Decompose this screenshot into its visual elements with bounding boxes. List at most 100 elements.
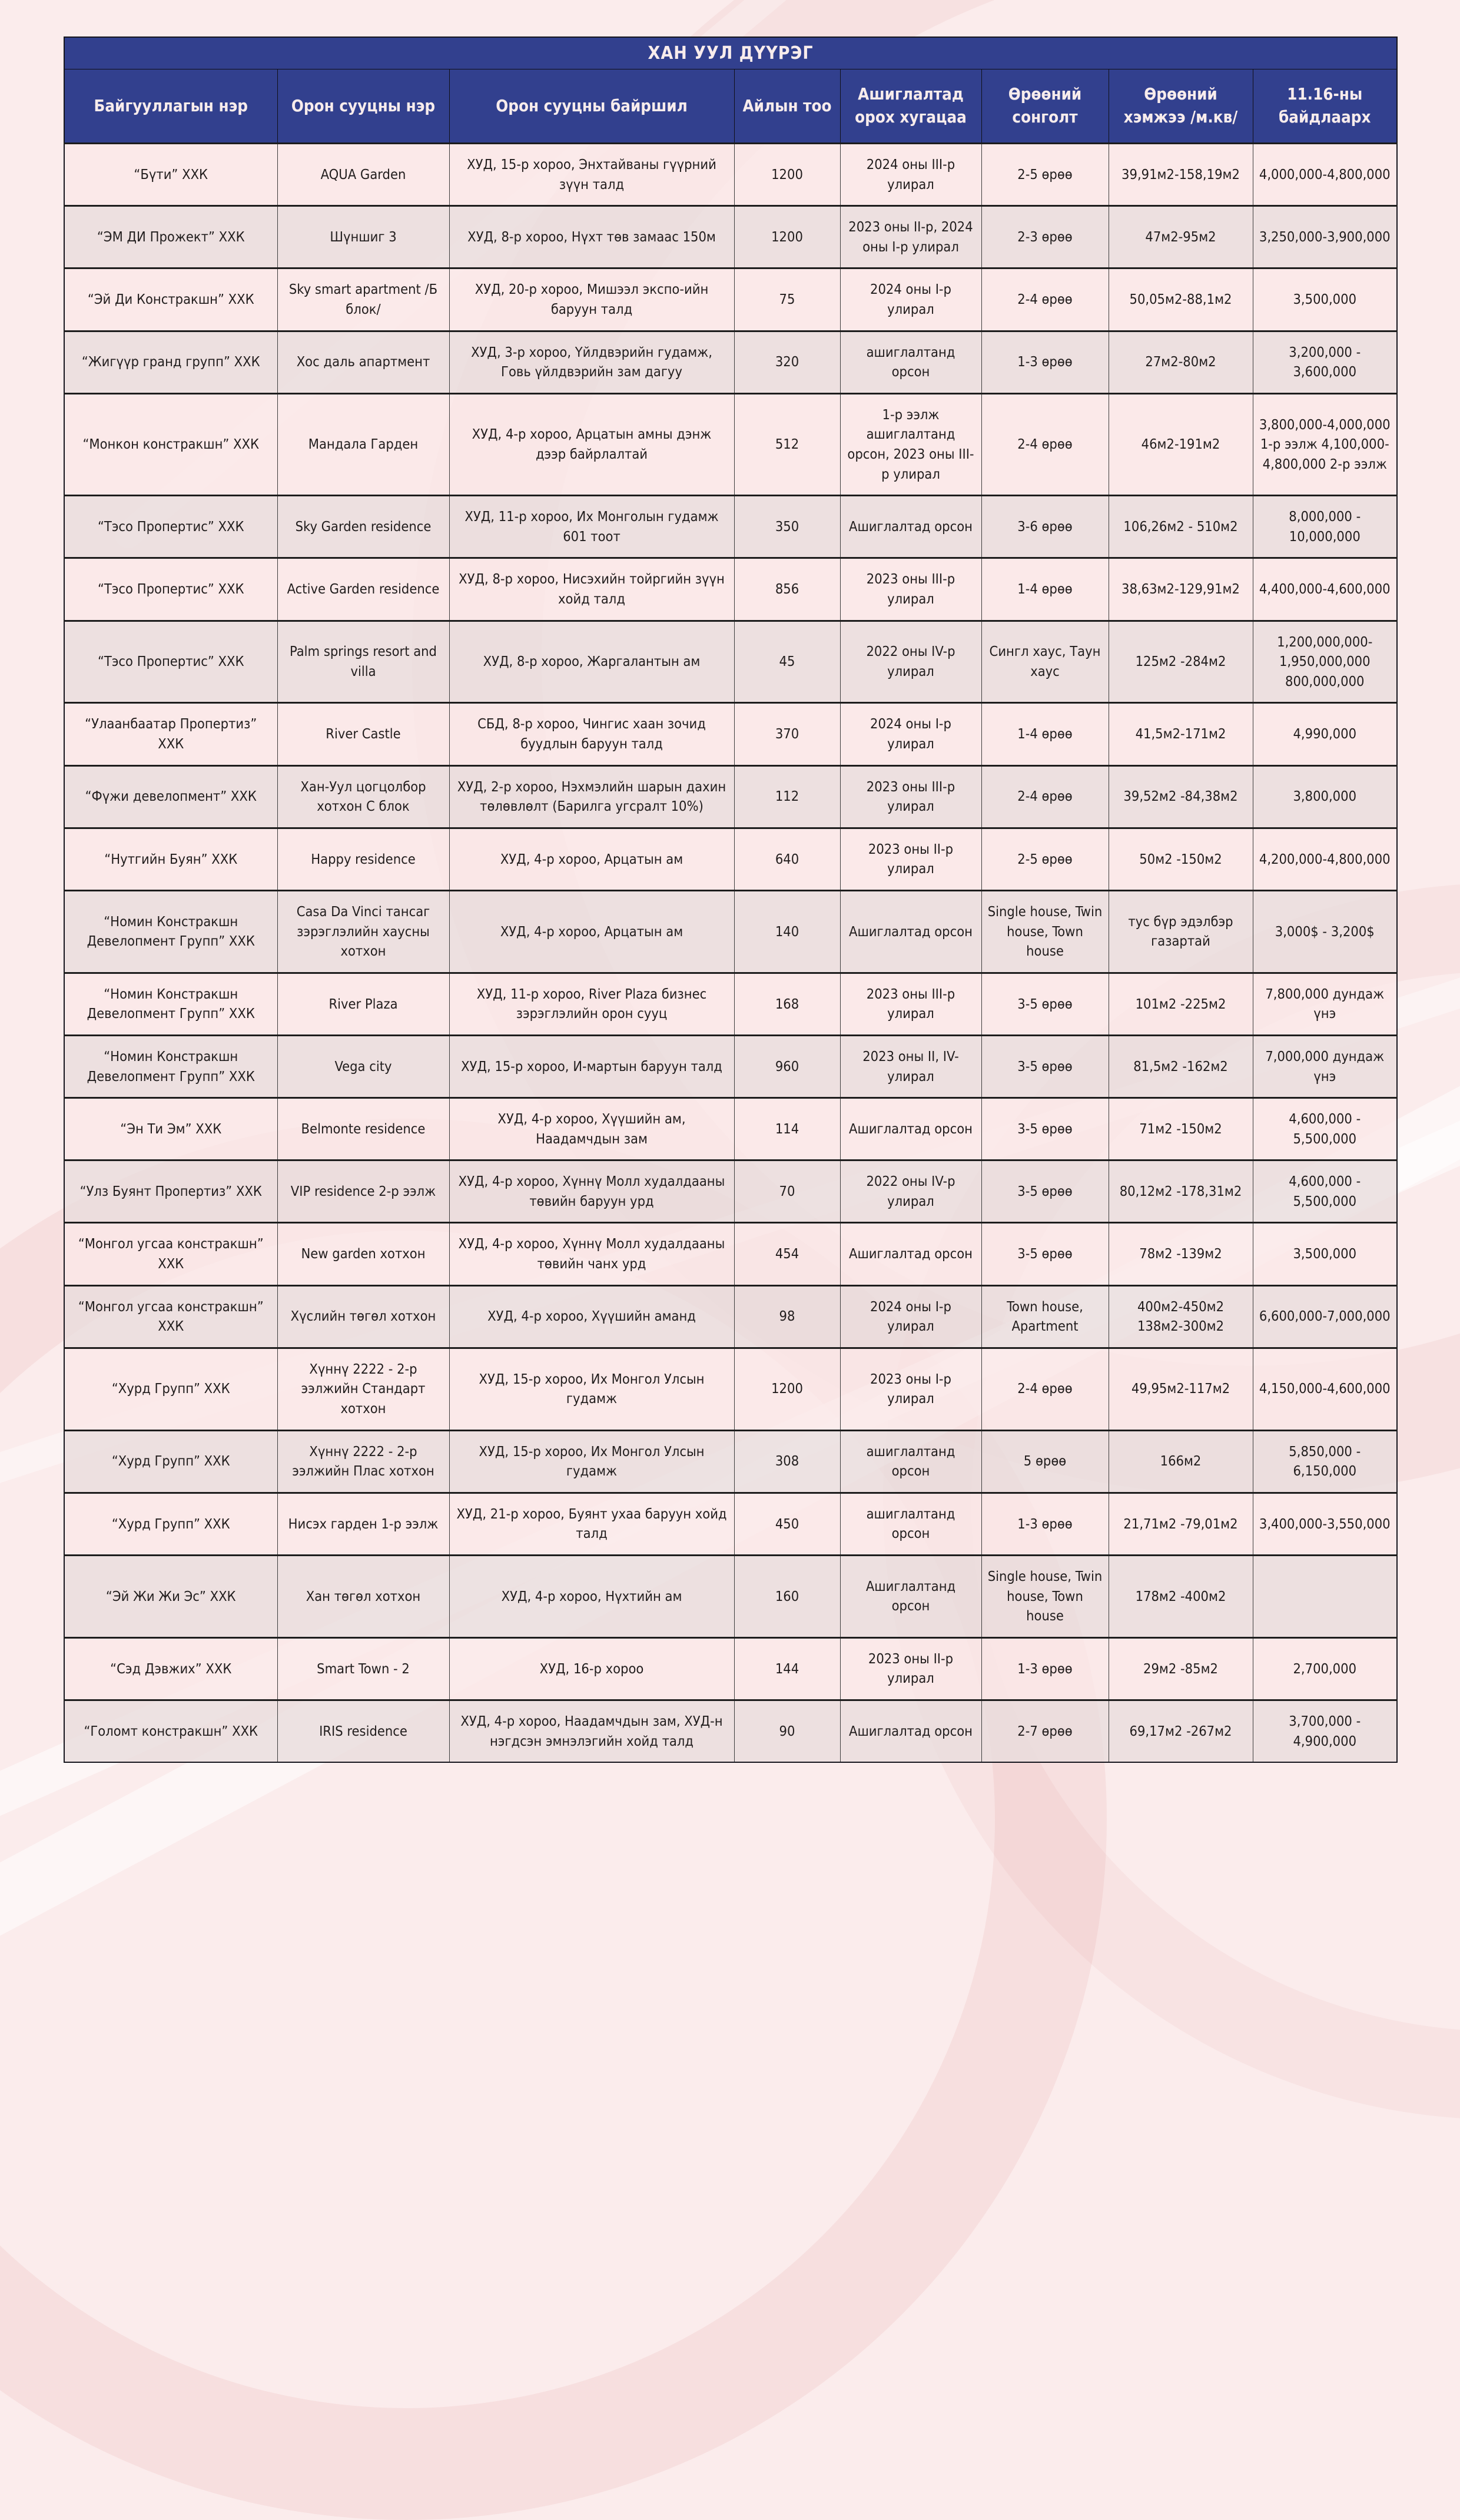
table-row: “Нутгийн Буян” ХХК Happy residence ХУД, 4-… — [64, 827, 1398, 891]
cell-rooms: 3-5 өрөө — [981, 1034, 1109, 1099]
table-title: ХАН УУЛ ДҮҮРЭГ — [64, 37, 1398, 69]
cell-timeline: ашиглалтанд орсон — [840, 1430, 982, 1493]
cell-units: 112 — [734, 765, 841, 828]
cell-name: Шүншиг 3 — [277, 205, 450, 269]
cell-rooms: 1-4 өрөө — [981, 558, 1109, 621]
cell-price: 2,700,000 — [1252, 1637, 1398, 1700]
cell-name: Хос даль апартмент — [277, 330, 450, 394]
cell-name: Хүннү 2222 - 2-р ээлжийн Стандарт хотхон — [277, 1347, 450, 1431]
cell-timeline: 2022 оны IV-р улирал — [840, 1160, 982, 1223]
column-header-size: Өрөөний хэмжээ /м.кв/ — [1108, 68, 1253, 144]
cell-org: “Монгол угсаа констракшн” ХХК — [64, 1285, 278, 1348]
cell-price: 4,990,000 — [1252, 702, 1398, 766]
cell-timeline: ашиглалтанд орсон — [840, 330, 982, 394]
cell-name: Мандала Гарден — [277, 393, 450, 496]
cell-timeline: 1-р ээлж ашиглалтанд орсон, 2023 оны III… — [840, 393, 982, 496]
cell-name: Хүннү 2222 - 2-р ээлжийн Плас хотхон — [277, 1430, 450, 1493]
cell-units: 1200 — [734, 205, 841, 269]
cell-timeline: 2023 оны II-р улирал — [840, 1637, 982, 1700]
cell-price: 3,400,000-3,550,000 — [1252, 1492, 1398, 1556]
cell-timeline: 2023 оны III-р улирал — [840, 558, 982, 621]
cell-price: 7,800,000 дундаж үнэ — [1252, 972, 1398, 1036]
cell-location: ХУД, 8-р хороо, Жаргалантын ам — [449, 620, 735, 704]
cell-size: 46м2-191м2 — [1108, 393, 1253, 496]
cell-size: 47м2-95м2 — [1108, 205, 1253, 269]
cell-price: 6,600,000-7,000,000 — [1252, 1285, 1398, 1348]
cell-units: 1200 — [734, 143, 841, 207]
table-head: ХАН УУЛ ДҮҮРЭГ Байгууллагын нэр Орон сууц… — [64, 37, 1398, 144]
table-row: “Фүжи девелопмент” ХХК Хан-Уул цогцолбор … — [64, 765, 1398, 828]
cell-price: 3,250,000-3,900,000 — [1252, 205, 1398, 269]
column-header-rooms: Өрөөний сонголт — [981, 68, 1109, 144]
cell-rooms: 1-4 өрөө — [981, 702, 1109, 766]
cell-timeline: Ашиглалтад орсон — [840, 1222, 982, 1286]
cell-size: 27м2-80м2 — [1108, 330, 1253, 394]
cell-rooms: Town house, Apartment — [981, 1285, 1109, 1348]
cell-org: “Нутгийн Буян” ХХК — [64, 827, 278, 891]
cell-rooms: 2-5 өрөө — [981, 143, 1109, 207]
cell-name: Smart Town - 2 — [277, 1637, 450, 1700]
cell-size: 81,5м2 -162м2 — [1108, 1034, 1253, 1099]
cell-size: 50,05м2-88,1м2 — [1108, 268, 1253, 331]
cell-name: Palm springs resort and villa — [277, 620, 450, 704]
table-row: “Номин Констракшн Девелопмент Групп” ХХК… — [64, 890, 1398, 973]
cell-units: 370 — [734, 702, 841, 766]
cell-rooms: Single house, Twin house, Town house — [981, 890, 1109, 973]
cell-units: 308 — [734, 1430, 841, 1493]
cell-name: Хан-Уул цогцолбор хотхон С блок — [277, 765, 450, 828]
cell-price: 7,000,000 дундаж үнэ — [1252, 1034, 1398, 1099]
cell-org: “Хурд Групп” ХХК — [64, 1347, 278, 1431]
cell-units: 144 — [734, 1637, 841, 1700]
table-row: “Эн Ти Эм” ХХК Belmonte residence ХУД, 4-р… — [64, 1097, 1398, 1161]
cell-price: 3,800,000-4,000,000 1-р ээлж 4,100,000-4… — [1252, 393, 1398, 496]
cell-size: 71м2 -150м2 — [1108, 1097, 1253, 1161]
table-row: “Сэд Дэвжих” ХХК Smart Town - 2 ХУД, 16-р … — [64, 1637, 1398, 1700]
cell-rooms: 3-5 өрөө — [981, 1097, 1109, 1161]
cell-rooms: 3-6 өрөө — [981, 495, 1109, 559]
cell-rooms: 5 өрөө — [981, 1430, 1109, 1493]
cell-name: Хан төгөл хотхон — [277, 1555, 450, 1638]
cell-name: Belmonte residence — [277, 1097, 450, 1161]
cell-timeline: 2023 оны II, IV-улирал — [840, 1034, 982, 1099]
cell-price: 3,500,000 — [1252, 268, 1398, 331]
cell-price: 3,200,000 - 3,600,000 — [1252, 330, 1398, 394]
cell-size: 78м2 -139м2 — [1108, 1222, 1253, 1286]
column-header-name: Орон сууцны нэр — [277, 68, 450, 144]
cell-location: СБД, 8-р хороо, Чингис хаан зочид буудлы… — [449, 702, 735, 766]
cell-name: IRIS residence — [277, 1699, 450, 1763]
cell-units: 856 — [734, 558, 841, 621]
cell-price: 4,600,000 - 5,500,000 — [1252, 1097, 1398, 1161]
table-row: “Тэсо Пропертис” ХХК Palm springs resort … — [64, 620, 1398, 704]
column-header-units: Айлын тоо — [734, 68, 841, 144]
cell-rooms: 2-4 өрөө — [981, 765, 1109, 828]
cell-timeline: 2024 оны I-р улирал — [840, 1285, 982, 1348]
cell-price: 5,850,000 - 6,150,000 — [1252, 1430, 1398, 1493]
table-row: “Голомт констракшн” ХХК IRIS residence ХУД… — [64, 1699, 1398, 1763]
table-row: “Монгол угсаа констракшн” ХХК New garden … — [64, 1222, 1398, 1286]
table-row: “Тэсо Пропертис” ХХК Sky Garden resi­denc… — [64, 495, 1398, 559]
cell-timeline: Ашиглалтад орсон — [840, 1699, 982, 1763]
table-row: “ЭМ ДИ Прожект” ХХК Шүншиг 3 ХУД, 8-р хоро… — [64, 205, 1398, 269]
cell-name: Casa Da Vin­ci тансаг зэрэглэлийн хаусны… — [277, 890, 450, 973]
cell-size: 106,26м2 - 510м2 — [1108, 495, 1253, 559]
cell-size: 400м2-450м2 138м2-300м2 — [1108, 1285, 1253, 1348]
cell-price: 3,000$ - 3,200$ — [1252, 890, 1398, 973]
cell-units: 114 — [734, 1097, 841, 1161]
cell-units: 960 — [734, 1034, 841, 1099]
cell-location: ХУД, 4-р хороо, Хүннү Молл худалдааны тө… — [449, 1222, 735, 1286]
cell-org: “Хурд Групп” ХХК — [64, 1492, 278, 1556]
cell-org: “Фүжи девелопмент” ХХК — [64, 765, 278, 828]
cell-rooms: 2-3 өрөө — [981, 205, 1109, 269]
table-row: “Эй Ди Констракшн” ХХК Sky smart apart­me… — [64, 268, 1398, 331]
cell-size: 41,5м2-171м2 — [1108, 702, 1253, 766]
table-row: “Жигүүр гранд групп” ХХК Хос даль апартме… — [64, 330, 1398, 394]
cell-location: ХУД, 21-р хороо, Буянт ухаа баруун хойд … — [449, 1492, 735, 1556]
cell-size: 101м2 -225м2 — [1108, 972, 1253, 1036]
cell-units: 45 — [734, 620, 841, 704]
cell-location: ХУД, 15-р хороо, И-мартын баруун талд — [449, 1034, 735, 1099]
cell-location: ХУД, 15-р хороо, Их Монгол Улсын гудамж — [449, 1430, 735, 1493]
cell-name: Vega city — [277, 1034, 450, 1099]
cell-rooms: 2-4 өрөө — [981, 393, 1109, 496]
cell-price — [1252, 1555, 1398, 1638]
